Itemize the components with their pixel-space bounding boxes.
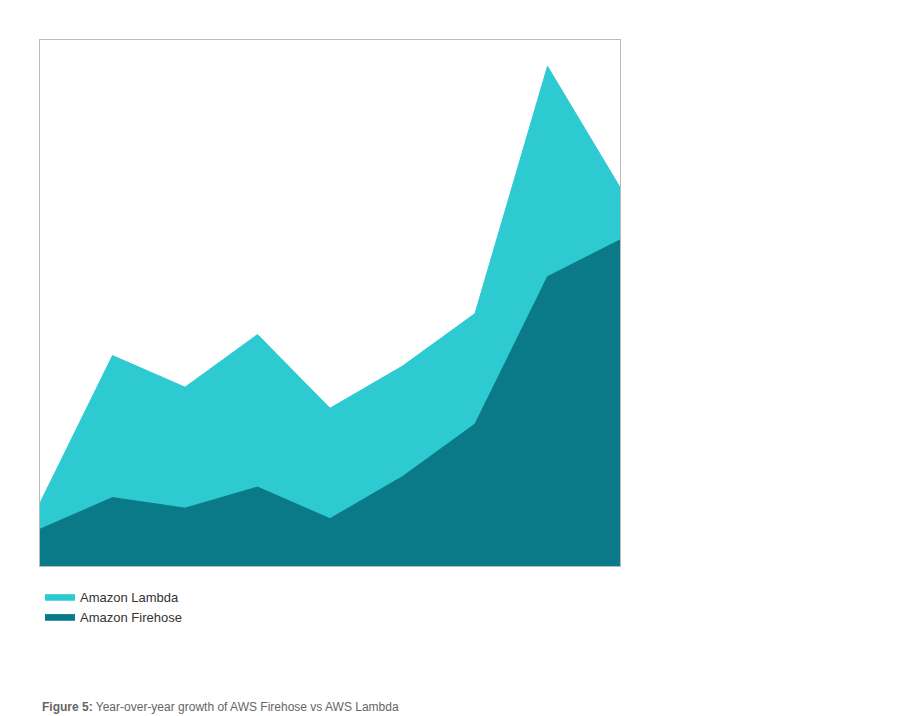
- svg-text:Amazon Firehose: Amazon Firehose: [80, 610, 182, 625]
- svg-text:Amazon Lambda: Amazon Lambda: [80, 590, 179, 605]
- svg-text:Figure 5: Year-over-year growt: Figure 5: Year-over-year growth of AWS F…: [42, 700, 399, 714]
